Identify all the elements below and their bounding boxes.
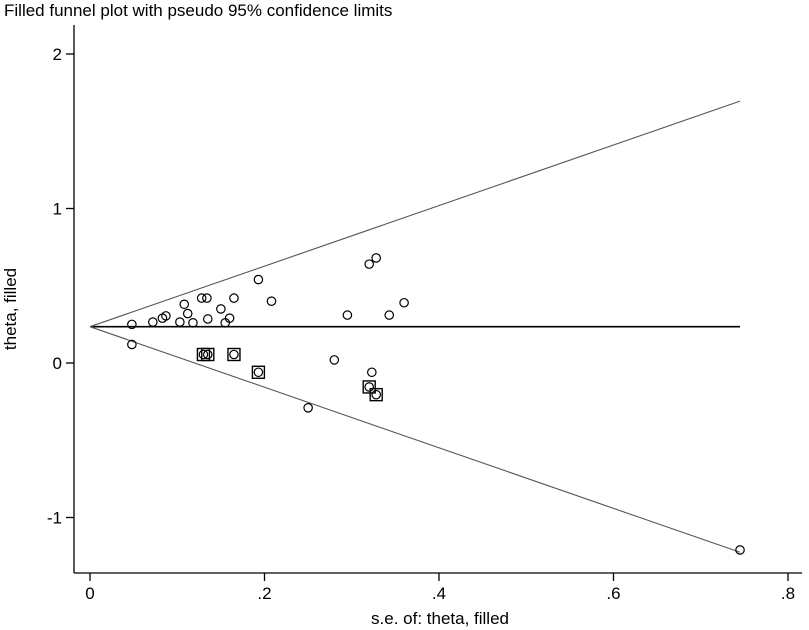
filled-study-square bbox=[251, 365, 266, 379]
observed-study-point bbox=[196, 293, 207, 303]
filled-study-point bbox=[202, 349, 213, 360]
filled-study-square bbox=[362, 380, 376, 394]
observed-study-point bbox=[229, 293, 239, 303]
observed-study-point bbox=[367, 367, 377, 378]
observed-study-point bbox=[182, 308, 193, 319]
observed-study-point bbox=[364, 259, 374, 269]
filled-study-square bbox=[227, 347, 241, 362]
chart-title: Filled funnel plot with pseudo 95% confi… bbox=[4, 1, 393, 20]
x-axis-label: s.e. of: theta, filled bbox=[371, 609, 509, 628]
funnel-lines bbox=[89, 100, 741, 553]
observed-study-point bbox=[216, 304, 226, 314]
observed-study-point bbox=[342, 310, 353, 320]
observed-study-point bbox=[399, 297, 409, 308]
observed-study-point bbox=[202, 314, 213, 324]
observed-study-point bbox=[127, 319, 137, 330]
observed-study-point bbox=[179, 299, 190, 310]
filled-study-point bbox=[229, 349, 239, 360]
x-tick-label: .8 bbox=[781, 584, 795, 603]
observed-study-point bbox=[127, 339, 137, 350]
x-tick-label: .4 bbox=[432, 584, 446, 603]
observed-study-point bbox=[161, 311, 171, 321]
filled-study-point bbox=[364, 382, 374, 392]
x-tick-label: 0 bbox=[85, 584, 94, 603]
observed-study-point bbox=[148, 317, 158, 327]
y-tick-label: 2 bbox=[53, 45, 62, 64]
observed-study-point bbox=[735, 545, 745, 555]
filled-study-point bbox=[198, 349, 209, 360]
filled-study-square bbox=[201, 347, 215, 362]
upper-confidence-limit-line bbox=[89, 100, 741, 328]
filled-study-square bbox=[369, 387, 383, 402]
observed-study-point bbox=[175, 317, 185, 327]
lower-confidence-limit-line bbox=[89, 326, 741, 553]
y-tick-label: -1 bbox=[47, 509, 62, 528]
x-tick-label: .2 bbox=[257, 584, 271, 603]
observed-study-point bbox=[224, 313, 235, 323]
y-axis-label: theta, filled bbox=[1, 268, 20, 350]
observed-study-point bbox=[253, 274, 264, 285]
filled-study-point bbox=[371, 389, 381, 400]
axes: 0 .2 .4 .6 .8 -1 0 1 2 bbox=[47, 25, 802, 603]
x-tick-label: .6 bbox=[606, 584, 620, 603]
observed-study-point bbox=[371, 253, 381, 263]
data-points bbox=[127, 253, 745, 555]
y-tick-label: 1 bbox=[53, 200, 62, 219]
observed-study-point bbox=[188, 318, 198, 328]
filled-study-point bbox=[253, 367, 264, 378]
observed-study-point bbox=[384, 310, 395, 320]
observed-study-point bbox=[202, 293, 212, 303]
observed-study-point bbox=[303, 403, 313, 413]
observed-study-point bbox=[266, 296, 277, 306]
observed-study-point bbox=[329, 355, 340, 365]
y-tick-label: 0 bbox=[53, 354, 62, 373]
